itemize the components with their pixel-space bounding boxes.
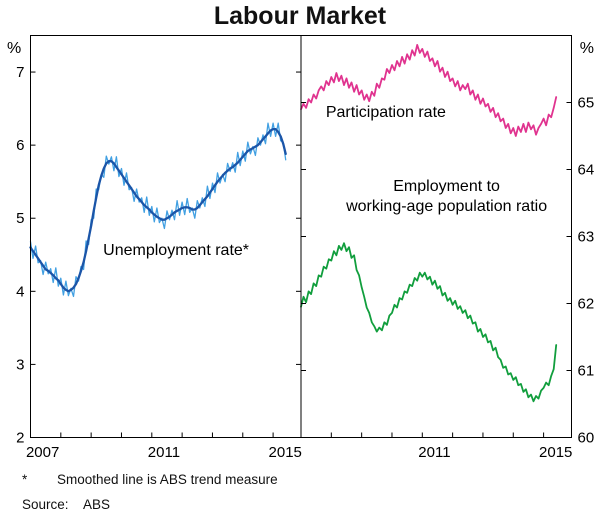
label-employment-ratio-line1: Employment to	[393, 178, 500, 195]
y-axis-label-left: 5	[16, 210, 24, 227]
axis-labels: 2 3 4 5 6 7 2007 2011 2015 60 61 62 63 64 65 2011 2015	[16, 64, 594, 461]
x-axis-label: 2011	[148, 444, 180, 461]
y-axis-label-right: 62	[578, 296, 595, 313]
series-lines	[29, 44, 558, 403]
x-axis-label: 2015	[539, 444, 572, 461]
y-axis-label-right: 60	[578, 430, 595, 447]
y-axis-label-left: 7	[16, 64, 24, 81]
x-axis-label: 2015	[269, 444, 302, 461]
source-value: ABS	[83, 497, 110, 512]
series-participation-rate	[300, 44, 558, 137]
y-axis-label-left: 4	[16, 283, 24, 300]
x-axis-label: 2007	[26, 444, 59, 461]
series-unemployment-trend	[29, 127, 287, 293]
chart-title: Labour Market	[214, 2, 387, 30]
y-axis-label-left: 3	[16, 356, 24, 373]
y-axis-label-right: 64	[578, 162, 595, 179]
y-axis-label-left: 2	[16, 430, 24, 447]
footnote-text: Smoothed line is ABS trend measure	[57, 472, 278, 487]
y-axis-label-right: 61	[578, 363, 595, 380]
series-unemployment-monthly	[29, 122, 287, 298]
label-employment-ratio-line2: working-age population ratio	[345, 198, 547, 215]
series-annotations: Unemployment rate* Participation rate Empl…	[103, 104, 547, 259]
right-axis-unit: %	[580, 40, 594, 57]
y-axis-label-right: 65	[578, 95, 595, 112]
y-axis-label-right: 63	[578, 229, 595, 246]
footnote-marker: *	[22, 472, 28, 487]
left-axis-unit: %	[7, 40, 21, 57]
x-axis-label: 2011	[418, 444, 450, 461]
series-employment-ratio	[300, 242, 558, 403]
label-participation-rate: Participation rate	[326, 104, 446, 121]
label-unemployment-rate: Unemployment rate*	[103, 242, 249, 259]
source-label: Source:	[22, 497, 69, 512]
axis-ticks	[30, 71, 572, 438]
y-axis-label-left: 6	[16, 137, 24, 154]
